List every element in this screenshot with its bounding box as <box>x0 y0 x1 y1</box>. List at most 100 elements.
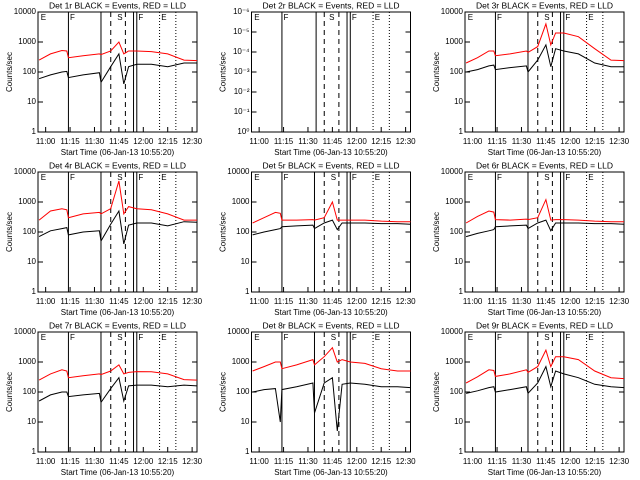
x-tick-label: 11:00 <box>249 457 269 466</box>
y-tick-label: 10⁻¹ <box>234 107 250 116</box>
x-tick-label: 11:45 <box>109 137 129 146</box>
y-tick-label: 100 <box>23 227 37 236</box>
x-tick-label: 12:00 <box>133 297 154 306</box>
interval-label: E <box>41 173 46 182</box>
x-tick-label: 12:15 <box>158 137 179 146</box>
x-axis-title: Start Time (06-Jan-13 10:55:20) <box>274 308 388 317</box>
series-line <box>252 346 411 372</box>
interval-label: F <box>70 173 75 182</box>
x-tick-label: 11:45 <box>536 457 556 466</box>
interval-label: F <box>565 333 570 342</box>
interval-label: E <box>254 333 259 342</box>
plot-frame <box>251 331 411 453</box>
y-tick-label: 1 <box>245 447 250 456</box>
x-tick-label: 11:45 <box>109 297 129 306</box>
series-line <box>38 364 198 381</box>
y-axis-title: Counts/sec <box>432 52 441 92</box>
y-tick-label: 1000 <box>18 197 36 206</box>
y-tick-label: 10⁻³ <box>234 67 250 76</box>
x-tick-label: 11:45 <box>323 297 343 306</box>
interval-label: E <box>588 173 593 182</box>
interval-label: F <box>352 13 357 22</box>
x-tick-label: 11:15 <box>487 457 507 466</box>
chart-title: Det 2r BLACK = Events, RED = LLD <box>262 0 399 10</box>
interval-label: E <box>588 333 593 342</box>
interval-label: E <box>254 173 259 182</box>
y-axis-title: Counts/sec <box>5 372 14 412</box>
x-tick-label: 12:30 <box>609 457 630 466</box>
y-tick-label: 1000 <box>445 357 463 366</box>
y-tick-label: 100 <box>236 387 250 396</box>
x-tick-label: 12:30 <box>396 297 417 306</box>
interval-label: S <box>117 333 122 342</box>
x-tick-label: 11:30 <box>298 297 318 306</box>
x-tick-label: 11:00 <box>249 137 269 146</box>
series-line <box>465 348 625 384</box>
y-tick-label: 1 <box>459 287 464 296</box>
plot-frame <box>251 11 411 133</box>
y-tick-label: 10⁰ <box>237 127 249 136</box>
x-tick-label: 11:00 <box>463 297 483 306</box>
x-tick-label: 11:00 <box>36 297 56 306</box>
x-tick-label: 11:00 <box>249 297 269 306</box>
x-tick-label: 12:00 <box>347 137 368 146</box>
series-line <box>38 209 198 245</box>
x-tick-label: 12:15 <box>158 457 179 466</box>
y-tick-label: 100 <box>450 387 464 396</box>
interval-label: F <box>138 173 143 182</box>
x-tick-label: 11:15 <box>274 457 294 466</box>
interval-label: F <box>497 173 502 182</box>
y-tick-label: 10 <box>241 257 250 266</box>
plot-frame <box>464 171 625 293</box>
interval-label: F <box>352 333 357 342</box>
chart-title: Det 8r BLACK = Events, RED = LLD <box>262 320 399 330</box>
x-tick-label: 12:30 <box>609 137 630 146</box>
x-tick-label: 11:00 <box>463 457 483 466</box>
interval-label: F <box>70 13 75 22</box>
interval-label: S <box>544 333 549 342</box>
y-tick-label: 10 <box>27 97 36 106</box>
y-tick-label: 1 <box>32 447 37 456</box>
plot-frame <box>464 11 625 133</box>
interval-label: E <box>468 13 473 22</box>
series-line <box>252 376 411 432</box>
y-tick-label: 1 <box>459 447 464 456</box>
y-tick-label: 10 <box>454 257 463 266</box>
y-axis-title: Counts/sec <box>219 52 228 92</box>
y-tick-label: 10⁻⁶ <box>233 7 249 16</box>
y-tick-label: 1 <box>245 287 250 296</box>
x-tick-label: 12:15 <box>585 137 606 146</box>
interval-label: F <box>565 13 570 22</box>
x-tick-label: 11:15 <box>487 137 507 146</box>
x-tick-label: 12:30 <box>396 137 417 146</box>
x-axis-title: Start Time (06-Jan-13 10:55:20) <box>488 308 602 317</box>
x-tick-label: 11:45 <box>536 297 556 306</box>
x-tick-label: 12:15 <box>371 137 392 146</box>
y-tick-label: 10 <box>27 257 36 266</box>
y-tick-label: 10000 <box>441 7 464 16</box>
x-tick-label: 12:15 <box>371 297 392 306</box>
x-axis-title: Start Time (06-Jan-13 10:55:20) <box>274 468 388 477</box>
x-tick-label: 11:30 <box>298 137 318 146</box>
interval-label: F <box>565 173 570 182</box>
y-tick-label: 10000 <box>14 327 37 336</box>
interval-label: E <box>161 333 166 342</box>
x-axis-title: Start Time (06-Jan-13 10:55:20) <box>61 308 175 317</box>
interval-label: F <box>284 13 289 22</box>
interval-label: E <box>375 173 380 182</box>
interval-label: E <box>41 333 46 342</box>
y-tick-label: 100 <box>450 227 464 236</box>
x-tick-label: 11:30 <box>85 457 105 466</box>
y-tick-label: 10 <box>454 97 463 106</box>
x-axis-title: Start Time (06-Jan-13 10:55:20) <box>61 468 175 477</box>
x-tick-label: 12:00 <box>560 137 581 146</box>
interval-label: F <box>284 173 289 182</box>
x-tick-label: 11:15 <box>60 297 80 306</box>
x-tick-label: 11:15 <box>274 297 294 306</box>
y-tick-label: 10⁻⁵ <box>233 27 249 36</box>
y-tick-label: 10⁻⁴ <box>233 47 250 56</box>
y-tick-label: 1000 <box>18 37 36 46</box>
y-tick-label: 10⁻² <box>234 87 250 96</box>
series-line <box>38 180 197 221</box>
chart-title: Det 5r BLACK = Events, RED = LLD <box>262 160 399 170</box>
